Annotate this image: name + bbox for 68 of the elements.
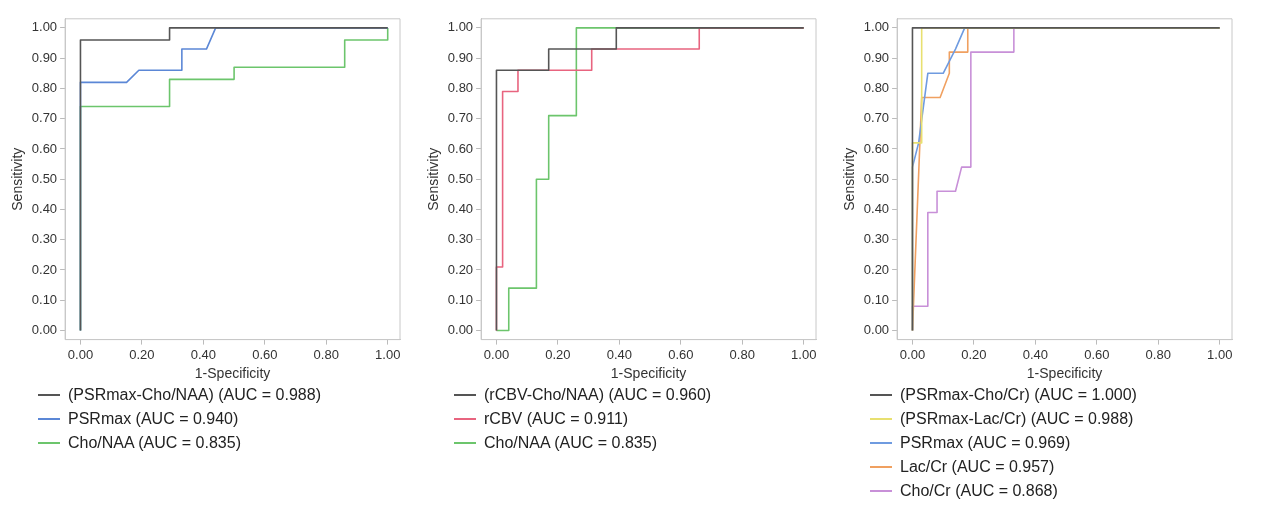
y-tick-label: 0.60 (31, 140, 58, 156)
y-tick-label: 0.80 (31, 79, 58, 95)
y-tick-label: 0.10 (863, 291, 890, 307)
x-tick-label: 1.00 (791, 346, 817, 362)
x-tick-label: 0.00 (899, 346, 926, 362)
y-tick-label: 1.00 (863, 19, 890, 35)
legend-label: (rCBV-Cho/NAA) (AUC = 0.960) (484, 386, 712, 404)
y-tick-label: 0.60 (863, 140, 890, 156)
y-tick-label: 0.00 (31, 322, 58, 338)
y-tick-label: 0.10 (447, 291, 474, 307)
x-tick-label: 0.40 (190, 346, 217, 362)
x-tick-label: 0.80 (313, 346, 339, 362)
legend-label: Cho/NAA (AUC = 0.835) (68, 434, 241, 452)
legend-label: rCBV (AUC = 0.911) (484, 410, 629, 428)
legend-label: (PSRmax-Cho/NAA) (AUC = 0.988) (68, 386, 321, 404)
y-tick-label: 0.40 (31, 201, 58, 217)
legend-label: (PSRmax-Cho/Cr) (AUC = 1.000) (900, 386, 1137, 404)
y-axis-title: Sensitivity (425, 147, 442, 211)
x-tick-label: 0.20 (545, 346, 571, 362)
y-tick-label: 0.20 (31, 261, 58, 277)
y-tick-label: 0.30 (447, 231, 474, 247)
legend-label: Cho/Cr (AUC = 0.868) (900, 482, 1058, 500)
x-tick-label: 0.00 (67, 346, 94, 362)
y-tick-label: 0.20 (447, 261, 474, 277)
x-tick-label: 0.20 (961, 346, 987, 362)
x-tick-label: 0.60 (252, 346, 278, 362)
x-axis-title: 1-Specificity (1026, 365, 1103, 382)
y-tick-label: 0.50 (863, 170, 890, 186)
x-axis-title: 1-Specificity (194, 365, 271, 382)
legend-label: (PSRmax-Lac/Cr) (AUC = 0.988) (900, 410, 1134, 428)
x-tick-label: 0.40 (606, 346, 633, 362)
legend-label: PSRmax (AUC = 0.969) (900, 434, 1071, 452)
y-tick-label: 0.90 (863, 49, 890, 65)
y-tick-label: 0.80 (863, 79, 890, 95)
y-tick-label: 0.40 (447, 201, 474, 217)
y-tick-label: 0.00 (447, 322, 474, 338)
x-tick-label: 0.60 (1084, 346, 1110, 362)
y-tick-label: 0.50 (447, 170, 474, 186)
x-tick-label: 0.40 (1022, 346, 1049, 362)
x-tick-label: 0.80 (1145, 346, 1171, 362)
y-tick-label: 0.70 (31, 110, 58, 126)
y-axis-title: Sensitivity (9, 147, 26, 211)
y-axis-title: Sensitivity (841, 147, 858, 211)
y-tick-label: 0.70 (447, 110, 474, 126)
y-tick-label: 0.00 (863, 322, 890, 338)
y-tick-label: 0.30 (31, 231, 58, 247)
y-tick-label: 0.90 (447, 49, 474, 65)
x-tick-label: 0.20 (129, 346, 155, 362)
y-tick-label: 0.50 (31, 170, 58, 186)
x-tick-label: 0.60 (668, 346, 694, 362)
y-tick-label: 0.30 (863, 231, 890, 247)
y-tick-label: 0.80 (447, 79, 474, 95)
legend-label: Lac/Cr (AUC = 0.957) (900, 458, 1055, 476)
y-tick-label: 1.00 (31, 19, 58, 35)
x-tick-label: 1.00 (375, 346, 401, 362)
y-tick-label: 0.90 (31, 49, 58, 65)
y-tick-label: 0.40 (863, 201, 890, 217)
y-tick-label: 0.10 (31, 291, 58, 307)
legend-label: PSRmax (AUC = 0.940) (68, 410, 239, 428)
y-tick-label: 0.60 (447, 140, 474, 156)
y-tick-label: 0.70 (863, 110, 890, 126)
x-axis-title: 1-Specificity (610, 365, 687, 382)
x-tick-label: 0.00 (483, 346, 510, 362)
x-tick-label: 0.80 (729, 346, 755, 362)
legend-label: Cho/NAA (AUC = 0.835) (484, 434, 657, 452)
y-tick-label: 0.20 (863, 261, 890, 277)
x-tick-label: 1.00 (1207, 346, 1233, 362)
y-tick-label: 1.00 (447, 19, 474, 35)
